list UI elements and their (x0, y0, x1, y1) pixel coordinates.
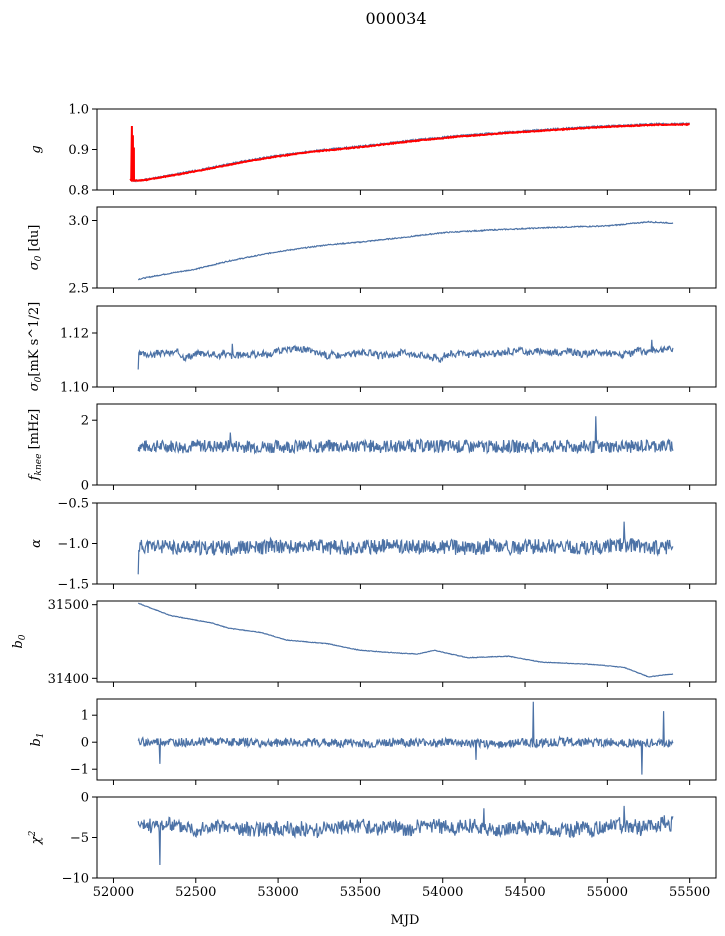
subplot-4: 0 2 fknee [mHz] (27, 403, 717, 494)
x-axis-label: MJD (391, 913, 420, 928)
subplot-6: 31400 31500 b0 (11, 598, 717, 687)
y-tick-label: 2.5 (68, 282, 89, 297)
series-line (137, 416, 674, 455)
figure-title: 000034 (365, 9, 426, 28)
y-tick-label: 1.0 (68, 103, 89, 118)
axes-frame (96, 796, 717, 879)
subplot-2: 2.5 3.0 σ0 [du] (27, 206, 717, 297)
y-tick-label: 0 (81, 791, 89, 806)
x-tick-label: 53500 (340, 885, 381, 900)
y-tick-label: 3.0 (68, 214, 89, 229)
subplot-3: 1.10 1.12 σ0[mK s^1/2] (27, 302, 717, 396)
subplot-8: −10 −5 0 52000 52500 53000 53500 54000 54500 5500… (28, 791, 717, 900)
series-line (138, 602, 674, 678)
axes-frame (96, 403, 717, 486)
y-axis-label: g (29, 145, 44, 153)
y-tick-label: −10 (62, 872, 89, 887)
y-tick-label: 31500 (48, 598, 89, 613)
axes-frame (96, 108, 717, 191)
y-tick-label: 2 (81, 414, 89, 429)
y-tick-label: 0 (81, 736, 89, 751)
subplot-7: −1 0 1 b1 (29, 698, 717, 785)
subplot-stack: 0.8 0.9 1.0 g 2.5 3.0 σ0 [du] 1.10 1.12 σ0[mK s^1… (11, 103, 717, 900)
series-line (137, 339, 674, 370)
series-line (137, 701, 674, 775)
series-line (132, 122, 690, 183)
y-tick-label: 0.9 (68, 143, 89, 158)
x-tick-label: 54500 (504, 885, 545, 900)
y-axis-label: χ2 (28, 830, 44, 845)
y-axis-label: α (29, 539, 44, 548)
series-line (129, 122, 690, 183)
y-axis-label: fknee [mHz] (27, 409, 44, 482)
y-tick-label: −5 (70, 831, 89, 846)
y-tick-label: 0 (81, 479, 89, 494)
y-axis-label: σ0 [du] (27, 225, 44, 271)
y-tick-label: −0.5 (57, 497, 89, 512)
y-tick-label: −1.0 (57, 537, 89, 552)
subplot-1: 0.8 0.9 1.0 g (29, 103, 717, 199)
axes-frame (96, 698, 717, 781)
x-tick-label: 52000 (93, 885, 134, 900)
y-tick-label: 0.8 (68, 184, 89, 199)
subplot-5: −1.5 −1.0 −0.5 α (29, 497, 717, 593)
axes-frame (96, 206, 717, 289)
x-tick-label: 54000 (422, 885, 463, 900)
series-line (137, 521, 674, 575)
axes-frame (96, 305, 717, 388)
y-tick-label: 1.10 (60, 381, 89, 396)
y-axis-label: σ0[mK s^1/2] (27, 302, 44, 391)
x-tick-label: 52500 (175, 885, 216, 900)
y-tick-label: −1 (70, 763, 89, 778)
series-line (137, 805, 674, 866)
y-tick-label: 1.12 (60, 327, 89, 342)
y-axis-label: b0 (11, 634, 28, 648)
y-tick-label: −1.5 (57, 578, 89, 593)
axes-frame (96, 600, 717, 683)
series-line (137, 220, 674, 281)
y-axis-label: b1 (29, 732, 46, 746)
y-tick-label: 31400 (48, 672, 89, 687)
x-tick-label: 53000 (257, 885, 298, 900)
x-tick-label: 55500 (669, 885, 710, 900)
y-tick-label: 1 (81, 709, 89, 724)
x-tick-label: 55000 (587, 885, 628, 900)
